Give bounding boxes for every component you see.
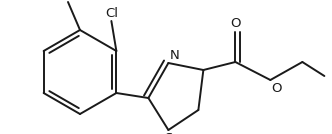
- Text: Cl: Cl: [105, 7, 118, 20]
- Text: O: O: [271, 82, 282, 95]
- Text: O: O: [230, 17, 241, 30]
- Text: Cl: Cl: [53, 0, 66, 1]
- Text: S: S: [164, 132, 173, 134]
- Text: N: N: [169, 49, 179, 62]
